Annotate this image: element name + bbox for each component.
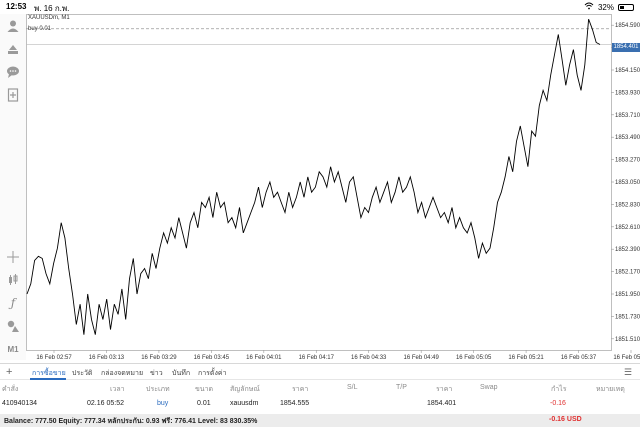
tab-history[interactable]: ประวัติ <box>72 370 93 377</box>
y-tick-label: 1853.490 <box>615 135 640 141</box>
col-time: เวลา <box>110 386 125 393</box>
x-tick-label: 16 Feb 03:45 <box>194 355 230 361</box>
y-tick-label: 1852.170 <box>615 270 640 276</box>
y-tick-label: 1852.390 <box>615 247 640 253</box>
tab-mailbox[interactable]: กล่องจดหมาย <box>101 370 144 377</box>
shapes-icon[interactable] <box>5 318 21 334</box>
order-volume: 0.01 <box>197 400 211 407</box>
x-tick-label: 16 Feb 04:33 <box>351 355 387 361</box>
balance-bar: Balance: 777.50 Equity: 777.34 หลักประกั… <box>0 414 640 427</box>
y-tick-label: 1854.590 <box>615 23 640 29</box>
chat-icon[interactable] <box>5 64 21 80</box>
y-tick-label: 1851.730 <box>615 314 640 320</box>
chart-frame <box>26 14 612 351</box>
col-order: คำสั่ง <box>2 386 19 393</box>
status-time: 12:53 <box>6 2 27 11</box>
chart-toolbar: ƒ M1 <box>0 14 26 360</box>
status-right: 32% <box>584 2 634 12</box>
order-type: buy <box>157 400 169 407</box>
function-icon[interactable]: ƒ <box>10 296 16 310</box>
y-tick-label: 1853.930 <box>615 90 640 96</box>
current-price-tag: 1854.401 <box>612 43 640 52</box>
x-tick-label: 16 Feb 05:05 <box>456 355 492 361</box>
x-tick-label: 16 Feb 05:37 <box>561 355 597 361</box>
x-tick-label: 16 Feb 03:13 <box>89 355 125 361</box>
total-profit: -0.16 USD <box>549 416 582 423</box>
wifi-icon <box>584 2 594 12</box>
order-line-label: buy 0.01 <box>28 26 52 32</box>
chart-svg: 1854.5901854.3701854.1501853.9301853.710… <box>26 14 640 361</box>
chart-symbol-label: XAUUSDm, M1 <box>28 15 70 21</box>
x-tick-label: 16 Feb 02:57 <box>36 355 72 361</box>
col-profit: กำไร <box>551 386 567 393</box>
tab-journal[interactable]: บันทึก <box>172 370 191 377</box>
price-series-line <box>26 18 601 335</box>
col-symbol: สัญลักษณ์ <box>230 386 260 393</box>
status-date: พ. 16 ก.พ. <box>34 4 70 13</box>
col-price: ราคา <box>292 386 309 393</box>
col-tp: T/P <box>396 384 407 391</box>
timeframe-label[interactable]: M1 <box>7 344 19 354</box>
tab-news[interactable]: ข่าว <box>150 370 163 377</box>
order-current-price: 1854.401 <box>427 400 457 407</box>
table-row[interactable]: 410940134 02.16 05:52 buy 0.01 xauusdm 1… <box>0 397 640 411</box>
orders-table-header: คำสั่ง เวลา ประเภท ขนาด สัญลักษณ์ ราคา S… <box>0 381 640 395</box>
add-page-icon[interactable] <box>5 87 21 103</box>
col-swap: Swap <box>480 384 498 391</box>
price-chart[interactable]: 1854.5901854.3701854.1501853.9301853.710… <box>26 14 640 363</box>
order-symbol: xauusdm <box>230 400 259 407</box>
y-tick-label: 1853.710 <box>615 113 640 119</box>
order-time: 02.16 05:52 <box>87 400 124 407</box>
battery-icon <box>618 3 634 11</box>
active-tab-underline <box>30 378 66 380</box>
y-tick-label: 1851.950 <box>615 292 640 298</box>
y-tick-label: 1854.150 <box>615 68 640 74</box>
crosshair-icon[interactable] <box>5 249 21 265</box>
col-sl: S/L <box>347 384 358 391</box>
col-comment: หมายเหตุ <box>596 386 625 393</box>
y-tick-label: 1852.830 <box>615 202 640 208</box>
order-profit: -0.16 <box>550 400 566 407</box>
terminal-tabs: + การซื้อขาย ประวัติ กล่องจดหมาย ข่าว บั… <box>0 363 640 380</box>
x-tick-label: 16 Feb 04:01 <box>246 355 282 361</box>
order-id: 410940134 <box>2 400 38 407</box>
col-volume: ขนาด <box>195 386 214 393</box>
order-price: 1854.555 <box>280 400 310 407</box>
tab-settings[interactable]: การตั้งค่า <box>198 370 227 377</box>
y-tick-label: 1853.270 <box>615 158 640 164</box>
x-tick-label: 16 Feb 03:29 <box>141 355 177 361</box>
col-type: ประเภท <box>146 386 170 393</box>
status-bar: 12:53 พ. 16 ก.พ. 32% <box>0 0 640 14</box>
add-icon[interactable]: + <box>6 366 13 378</box>
candles-icon[interactable] <box>5 272 21 288</box>
y-tick-label: 1852.610 <box>615 225 640 231</box>
y-tick-label: 1851.510 <box>615 337 640 343</box>
trade-icon[interactable] <box>5 41 21 57</box>
person-icon[interactable] <box>5 18 21 34</box>
list-settings-icon[interactable]: ☰ <box>623 367 632 377</box>
balance-summary: Balance: 777.50 Equity: 777.34 หลักประกั… <box>4 418 258 425</box>
y-tick-label: 1853.050 <box>615 180 640 186</box>
battery-percent: 32% <box>597 2 614 12</box>
x-tick-label: 16 Feb 04:17 <box>299 355 335 361</box>
x-tick-label: 16 Feb 04:49 <box>403 355 439 361</box>
x-tick-label: 16 Feb 05:53 <box>613 355 640 361</box>
x-tick-label: 16 Feb 05:21 <box>508 355 544 361</box>
col-current-price: ราคา <box>436 386 453 393</box>
tab-trade[interactable]: การซื้อขาย <box>32 370 66 377</box>
